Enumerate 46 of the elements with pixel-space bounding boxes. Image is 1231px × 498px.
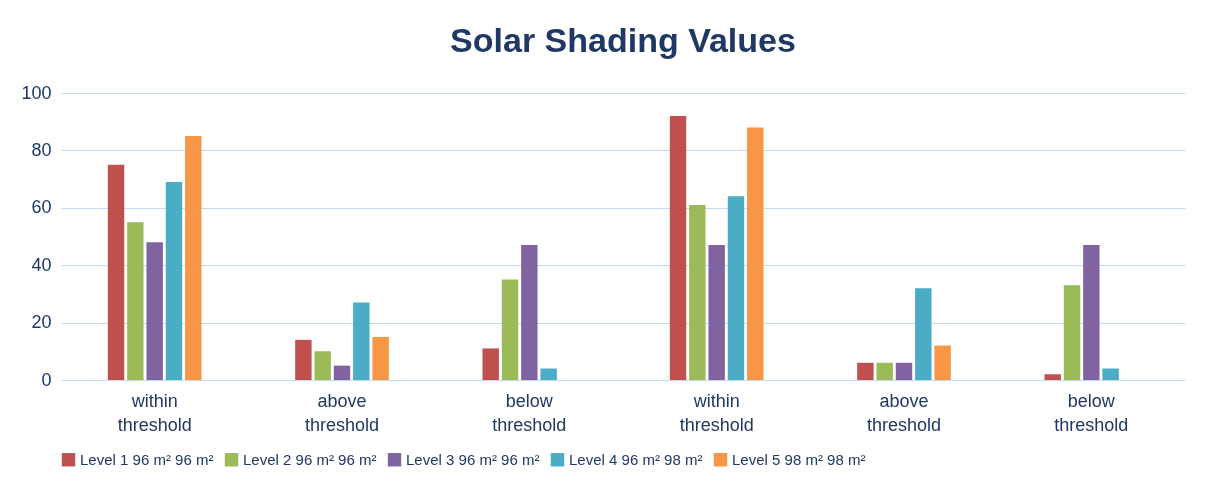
bar bbox=[876, 362, 893, 380]
bar bbox=[1083, 245, 1100, 380]
bar bbox=[146, 242, 163, 380]
bar bbox=[185, 136, 202, 380]
bar bbox=[727, 196, 745, 380]
chart-title: Solar Shading Values bbox=[450, 21, 796, 59]
legend-label: Level 2 96 m² 96 m² bbox=[243, 450, 377, 468]
bar bbox=[708, 245, 725, 380]
legend-label: Level 3 96 m² 96 m² bbox=[406, 450, 540, 468]
bar bbox=[107, 164, 125, 380]
bar bbox=[372, 336, 389, 380]
bar bbox=[314, 351, 331, 380]
bar bbox=[295, 339, 312, 380]
legend-label: Level 5 98 m² 98 m² bbox=[732, 450, 866, 468]
x-tick-label: within threshold bbox=[679, 390, 754, 435]
y-tick-label: 60 bbox=[31, 197, 52, 218]
bar bbox=[895, 362, 913, 380]
x-tick-label: above threshold bbox=[866, 390, 942, 435]
bar bbox=[1063, 285, 1081, 380]
bar bbox=[915, 288, 932, 380]
bar bbox=[934, 345, 951, 380]
bar bbox=[747, 127, 764, 380]
bar bbox=[1044, 374, 1061, 380]
x-tick-label: within threshold bbox=[117, 390, 192, 435]
y-tick-label: 40 bbox=[31, 254, 52, 275]
legend-label: Level 4 96 m² 98 m² bbox=[569, 450, 703, 468]
x-tick-label: below threshold bbox=[492, 390, 567, 435]
legend-label: Level 1 96 m² 96 m² bbox=[80, 450, 214, 468]
y-tick-label: 0 bbox=[41, 369, 52, 390]
bar bbox=[669, 115, 687, 380]
y-tick-label: 20 bbox=[31, 312, 52, 333]
bar bbox=[333, 365, 351, 380]
bar bbox=[540, 368, 557, 380]
bar bbox=[165, 181, 183, 380]
x-tick-label: above threshold bbox=[304, 390, 380, 435]
y-tick-label: 80 bbox=[31, 139, 52, 160]
y-tick-label: 100 bbox=[21, 82, 52, 103]
bar bbox=[127, 222, 144, 380]
bar bbox=[482, 348, 499, 380]
bar bbox=[689, 204, 706, 380]
bar bbox=[501, 279, 519, 380]
bar bbox=[1102, 368, 1119, 380]
bar bbox=[857, 362, 874, 380]
bar bbox=[521, 245, 538, 380]
bar bbox=[353, 302, 370, 380]
x-tick-label: below threshold bbox=[1054, 390, 1129, 435]
